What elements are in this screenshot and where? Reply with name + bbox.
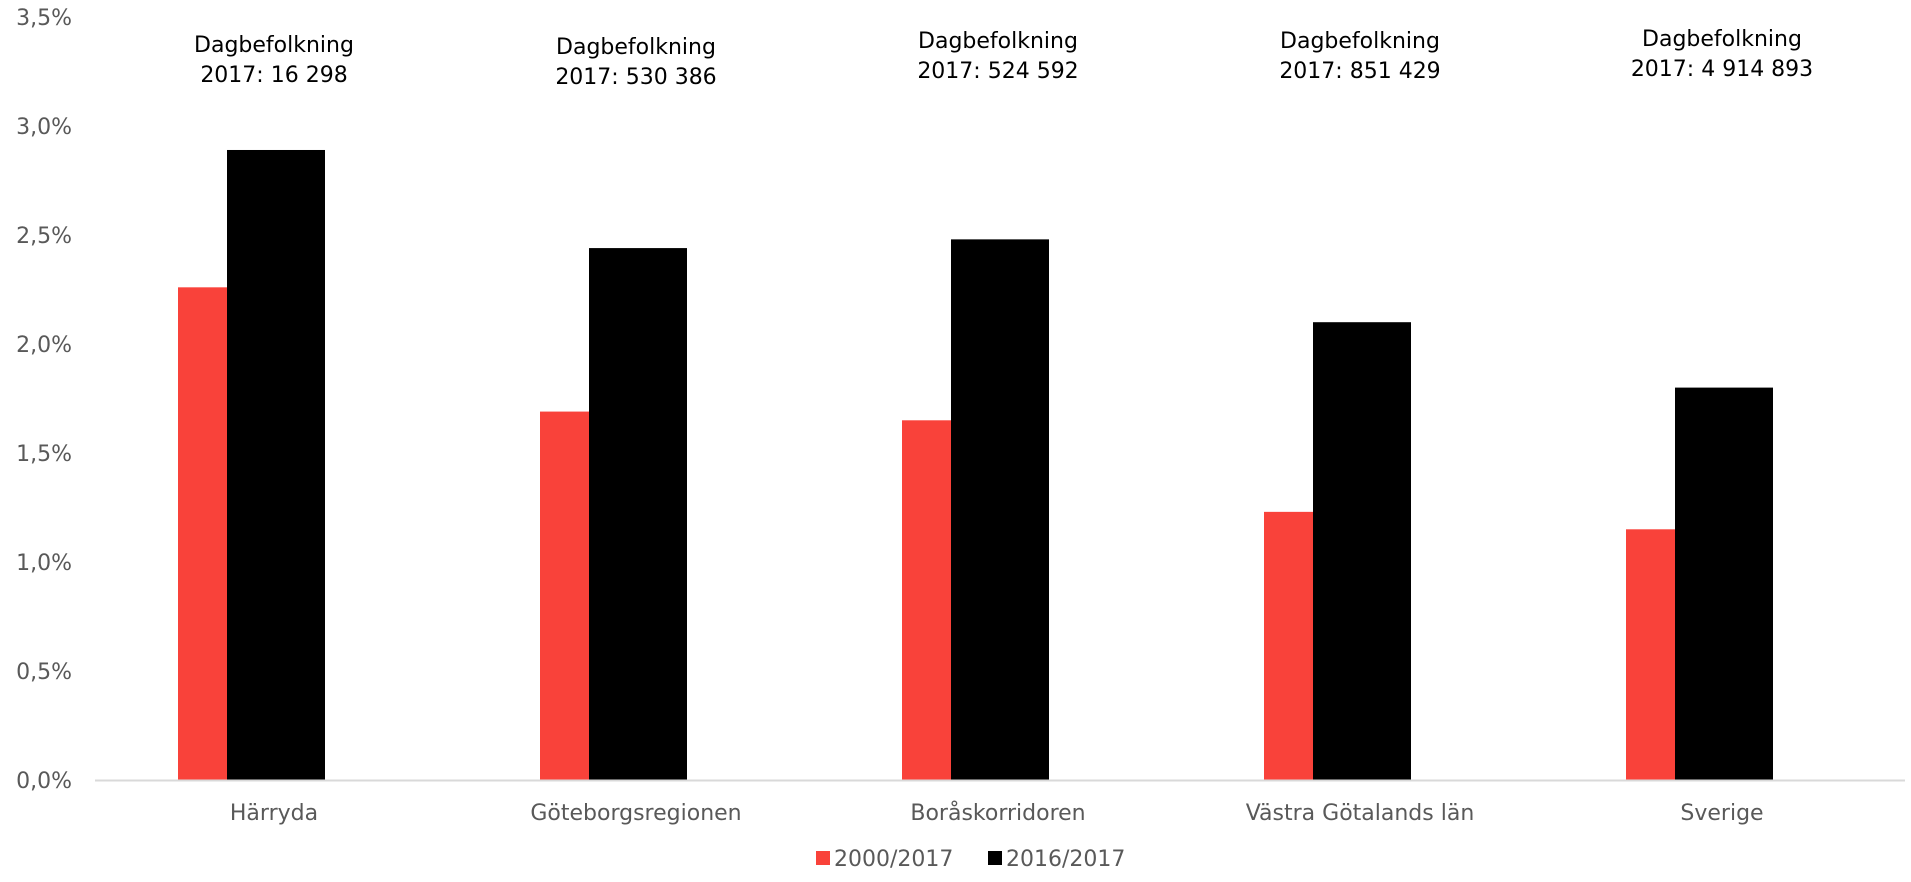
- bar-2016-2017: [1313, 322, 1411, 780]
- x-tick-label: Sverige: [1680, 801, 1763, 826]
- annotation-value: 2017: 530 386: [555, 65, 716, 90]
- legend-label: 2000/2017: [834, 847, 953, 872]
- bar-2000-2017: [1264, 511, 1313, 780]
- legend-swatch: [988, 851, 1002, 865]
- y-tick-label: 3,5%: [16, 6, 72, 31]
- x-tick-label: Härryda: [230, 801, 318, 826]
- y-axis: 0,0% 0,5% 1,0% 1,5% 2,0% 2,5% 3,0% 3,5%: [16, 6, 72, 794]
- legend-label: 2016/2017: [1006, 847, 1125, 872]
- annotation-title: Dagbefolkning: [1642, 27, 1802, 52]
- x-tick-label: Västra Götalands län: [1246, 801, 1475, 826]
- annotation-title: Dagbefolkning: [918, 29, 1078, 54]
- y-tick-label: 3,0%: [16, 115, 72, 140]
- annotation-value: 2017: 851 429: [1279, 59, 1440, 84]
- bar-2016-2017: [951, 239, 1049, 781]
- x-axis-labels: Härryda Göteborgsregionen Boråskorridoren V…: [230, 800, 1764, 826]
- bars: [178, 149, 1773, 781]
- annotation-title: Dagbefolkning: [1280, 29, 1440, 54]
- y-tick-label: 2,5%: [16, 224, 72, 249]
- annotation-title: Dagbefolkning: [556, 35, 716, 60]
- x-tick-label: Göteborgsregionen: [530, 801, 741, 826]
- bar-2016-2017: [1675, 387, 1773, 780]
- y-tick-label: 2,0%: [16, 333, 72, 358]
- bar-2000-2017: [540, 411, 589, 780]
- bar-2000-2017: [178, 287, 227, 780]
- annotation-value: 2017: 524 592: [917, 59, 1078, 84]
- annotation-value: 2017: 16 298: [200, 63, 347, 88]
- bar-2000-2017: [902, 420, 951, 780]
- bar-2016-2017: [227, 149, 325, 781]
- x-tick-label: Boråskorridoren: [910, 800, 1085, 826]
- legend: 2000/2017 2016/2017: [816, 847, 1125, 872]
- annotation-value: 2017: 4 914 893: [1631, 57, 1813, 82]
- y-tick-label: 0,0%: [16, 769, 72, 794]
- y-tick-label: 1,0%: [16, 551, 72, 576]
- y-tick-label: 1,5%: [16, 442, 72, 467]
- bar-2016-2017: [589, 248, 687, 780]
- y-tick-label: 0,5%: [16, 660, 72, 685]
- annotation-title: Dagbefolkning: [194, 33, 354, 58]
- legend-swatch: [816, 851, 830, 865]
- bar-2000-2017: [1626, 529, 1675, 780]
- annotations: Dagbefolkning 2017: 16 298 Dagbefolkning 20…: [194, 27, 1813, 90]
